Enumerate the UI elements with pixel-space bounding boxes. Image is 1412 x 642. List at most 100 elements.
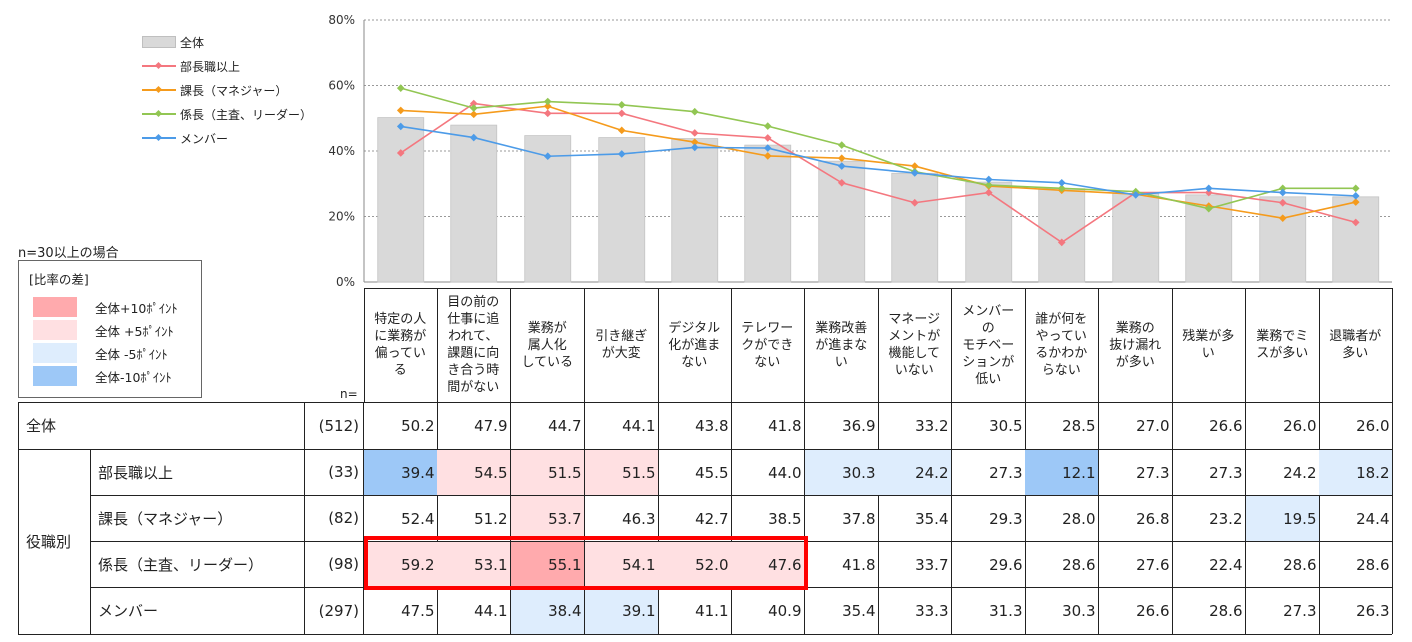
- column-header-line: が大変: [601, 346, 641, 361]
- column-header-line: マネージ: [888, 312, 941, 327]
- table-cell: 35.4: [805, 588, 879, 634]
- column-header: メンバーのモチベー ションが 低い: [952, 288, 1026, 402]
- column-header-line: 引き継ぎ: [595, 329, 648, 344]
- table-cell: 19.5: [1246, 496, 1320, 541]
- series-point: [763, 122, 772, 130]
- series-point: [690, 138, 699, 146]
- column-header-line: モチベー: [962, 337, 1015, 353]
- column-header-line: メンバー: [962, 303, 1015, 319]
- column-header-line: 偏ってい: [374, 346, 426, 361]
- diff-legend-item: 全体+10ﾎﾟｲﾝﾄ: [33, 297, 178, 317]
- table-cell: 26.3: [1319, 588, 1393, 634]
- row-n-value: (297): [304, 587, 364, 634]
- column-header-line: 業務でミ: [1256, 329, 1309, 344]
- bar: [891, 172, 939, 283]
- table-cell: 36.9: [805, 403, 879, 449]
- bar: [1332, 196, 1380, 283]
- legend-item: 全体: [142, 30, 312, 54]
- table-cell: 46.3: [585, 496, 659, 541]
- table-cell: 35.4: [878, 496, 952, 541]
- column-header-line: 抜け漏れ: [1109, 337, 1162, 353]
- y-tick-label: 60%: [328, 79, 355, 93]
- column-header-line: い: [1201, 346, 1215, 361]
- table-cell: 51.5: [511, 450, 585, 495]
- table-cell: 33.2: [878, 403, 952, 449]
- column-header-line: スが多い: [1256, 346, 1309, 361]
- table-cell: 27.3: [1172, 450, 1246, 495]
- series-point: [543, 152, 552, 161]
- column-header: 特定の人 に業務が 偏っている: [364, 288, 438, 402]
- table-cell: 54.5: [437, 450, 511, 495]
- series-point: [617, 150, 626, 158]
- table-cell: 41.1: [658, 588, 732, 634]
- table-cell: 28.5: [1025, 403, 1099, 449]
- diff-legend-item: 全体 +5ﾎﾟｲﾝﾄ: [33, 320, 174, 340]
- table-cell: 45.5: [658, 450, 732, 495]
- table-cell: 41.8: [805, 542, 879, 587]
- column-header: 目の前の 仕事に追 われて、 課題に向 き合う時 間がない: [437, 288, 511, 402]
- row-label: メンバー: [98, 602, 159, 620]
- table-cell: 47.9: [437, 403, 511, 449]
- diff-color-swatch: [33, 297, 77, 317]
- row-label: 係長（主査、リーダー）: [98, 555, 264, 574]
- series-point: [763, 134, 772, 142]
- legend-item: メンバー: [142, 126, 312, 150]
- column-header-line: 機能して: [888, 346, 941, 361]
- bar: [1038, 188, 1086, 283]
- legend-label: 全体: [180, 35, 205, 50]
- table-cell: 28.6: [1319, 542, 1393, 587]
- bar: [377, 117, 425, 283]
- table-cell: 28.6: [1025, 542, 1099, 587]
- column-header-line: 仕事に追: [447, 312, 500, 327]
- column-header-line: 特定の人: [374, 312, 427, 327]
- table-left-border: [18, 402, 19, 634]
- table-cell: 31.3: [952, 588, 1026, 634]
- column-header-line: いない: [894, 363, 934, 378]
- column-header-line: ションが: [962, 354, 1015, 370]
- series-point: [1204, 184, 1213, 193]
- series-point: [543, 102, 552, 110]
- row-n-value: (33): [304, 449, 364, 495]
- column-header: 業務改善 が進まない: [805, 288, 879, 402]
- table-cell: 24.4: [1319, 496, 1393, 541]
- column-header-line: 低い: [975, 371, 1002, 387]
- column-header-line: 退職者が: [1329, 329, 1382, 344]
- group-label: 役職別: [26, 533, 72, 551]
- diff-legend-item: 全体-10ﾎﾟｲﾝﾄ: [33, 366, 172, 386]
- series-point: [469, 104, 478, 112]
- row-n-value: (98): [304, 541, 364, 587]
- series-line: [400, 125, 1356, 197]
- table-cell: 23.2: [1172, 496, 1246, 541]
- legend-item: 課長（マネジャー）: [142, 78, 312, 102]
- table-cell: 39.4: [364, 450, 438, 495]
- y-tick-label: 20%: [328, 210, 355, 224]
- table-cell: 44.1: [437, 588, 511, 634]
- series-point: [984, 181, 993, 189]
- chart-legend: 全体 部長職以上 課長（マネジャー） 係長（主査、リーダー） メンバー: [142, 30, 312, 150]
- series-point: [910, 169, 919, 177]
- column-header-line: き合う時: [447, 363, 500, 378]
- column-header-line: の: [981, 320, 995, 336]
- table-right-border: [1392, 288, 1393, 634]
- column-header-line: 属人化: [527, 337, 567, 353]
- series-point: [690, 107, 699, 116]
- legend-line-swatch: [142, 84, 176, 96]
- table-cell: 26.0: [1319, 403, 1393, 449]
- column-header: デジタル 化が進ま ない: [658, 288, 732, 402]
- table-cell: 52.0: [658, 542, 732, 587]
- table-cell: 26.6: [1172, 403, 1246, 449]
- group-divider: [90, 449, 91, 634]
- table-cell: 44.1: [585, 403, 659, 449]
- table-cell: 29.3: [952, 496, 1026, 541]
- y-tick-label: 0%: [336, 275, 355, 289]
- table-cell: 27.3: [1099, 450, 1173, 495]
- bar: [1112, 193, 1160, 283]
- legend-label: メンバー: [180, 131, 229, 146]
- diff-legend-box: [比率の差] 全体+10ﾎﾟｲﾝﾄ 全体 +5ﾎﾟｲﾝﾄ 全体 -5ﾎﾟｲﾝﾄ 全体-…: [18, 260, 202, 398]
- table-cell: 26.6: [1099, 588, 1173, 634]
- column-header: 誰が何を やってい るかわか らない: [1025, 288, 1099, 402]
- diff-color-swatch: [33, 343, 77, 363]
- row-label: 全体: [26, 417, 57, 435]
- column-header-line: が多い: [1115, 354, 1155, 370]
- n-condition-note: n=30以上の場合: [18, 246, 119, 261]
